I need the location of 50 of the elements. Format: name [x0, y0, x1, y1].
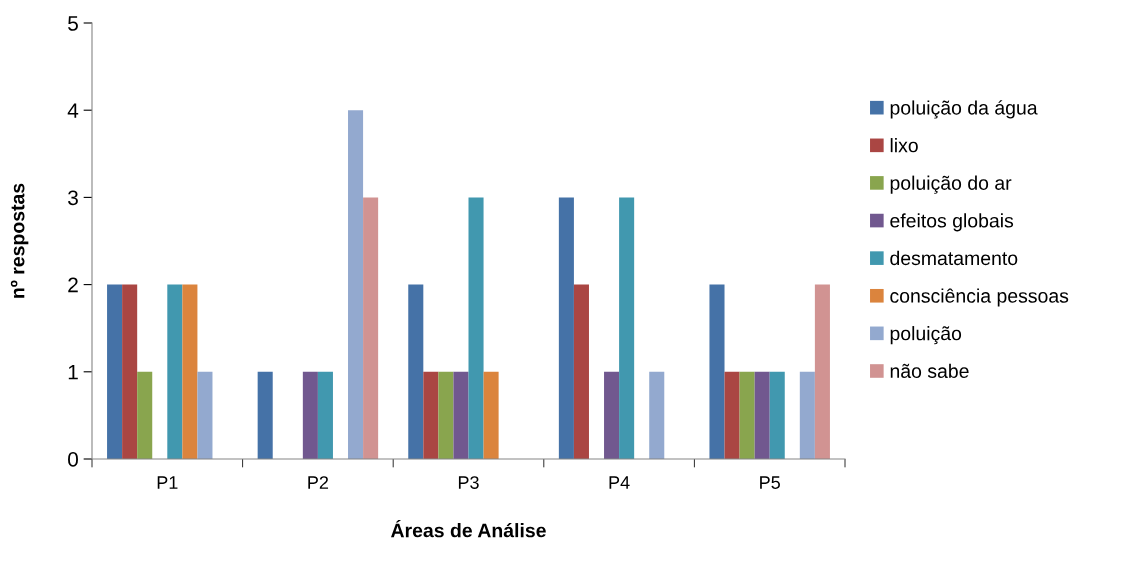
- bar: [453, 371, 469, 459]
- bar: [558, 197, 574, 459]
- bar: [122, 284, 138, 459]
- bar: [363, 197, 379, 459]
- bar: [799, 371, 815, 459]
- bar: [137, 371, 153, 459]
- y-tick-label: 1: [68, 365, 78, 380]
- x-tick-label: P1: [157, 476, 178, 489]
- bar: [724, 371, 740, 459]
- bar: [438, 371, 454, 459]
- bar: [302, 371, 318, 459]
- x-tick-label: P3: [458, 476, 479, 489]
- x-tick-label: P4: [609, 476, 630, 489]
- bar: [769, 371, 785, 459]
- legend-label: desmatamento: [890, 250, 1018, 266]
- legend-label: consciência pessoas: [890, 288, 1069, 307]
- y-tick-label: 4: [67, 103, 79, 118]
- x-axis-title: Áreas de Análise: [391, 519, 546, 538]
- legend-label: lixo: [890, 138, 918, 153]
- bar: [739, 371, 755, 459]
- legend-label: poluição da água: [890, 100, 1038, 119]
- legend-label: não sabe: [890, 363, 969, 378]
- bar: [483, 371, 499, 459]
- x-tick-label: P5: [760, 476, 780, 489]
- y-tick-label: 5: [68, 16, 78, 31]
- legend-label: poluição do ar: [890, 175, 1012, 194]
- x-tick-label: P2: [308, 476, 329, 489]
- bar: [468, 197, 484, 459]
- legend-label: poluição: [890, 326, 962, 345]
- bar: [709, 284, 725, 459]
- bar: [423, 371, 439, 459]
- bar: [107, 284, 123, 459]
- bar: [604, 371, 620, 459]
- y-axis-title: nº respostas: [10, 183, 29, 298]
- bar: [197, 371, 213, 459]
- bar: [408, 284, 424, 459]
- bar: [167, 284, 183, 459]
- bar: [649, 371, 665, 459]
- legend-label: efeitos globais: [890, 213, 1014, 232]
- bar: [317, 371, 333, 459]
- bar: [754, 371, 770, 459]
- bar: [348, 110, 364, 459]
- y-tick-label: 0: [68, 452, 78, 467]
- bar: [573, 284, 589, 459]
- bar: [814, 284, 830, 459]
- y-tick-label: 3: [68, 190, 78, 206]
- bar: [182, 284, 198, 459]
- bar: [257, 371, 273, 459]
- bar: [619, 197, 635, 459]
- y-tick-label: 2: [68, 277, 78, 293]
